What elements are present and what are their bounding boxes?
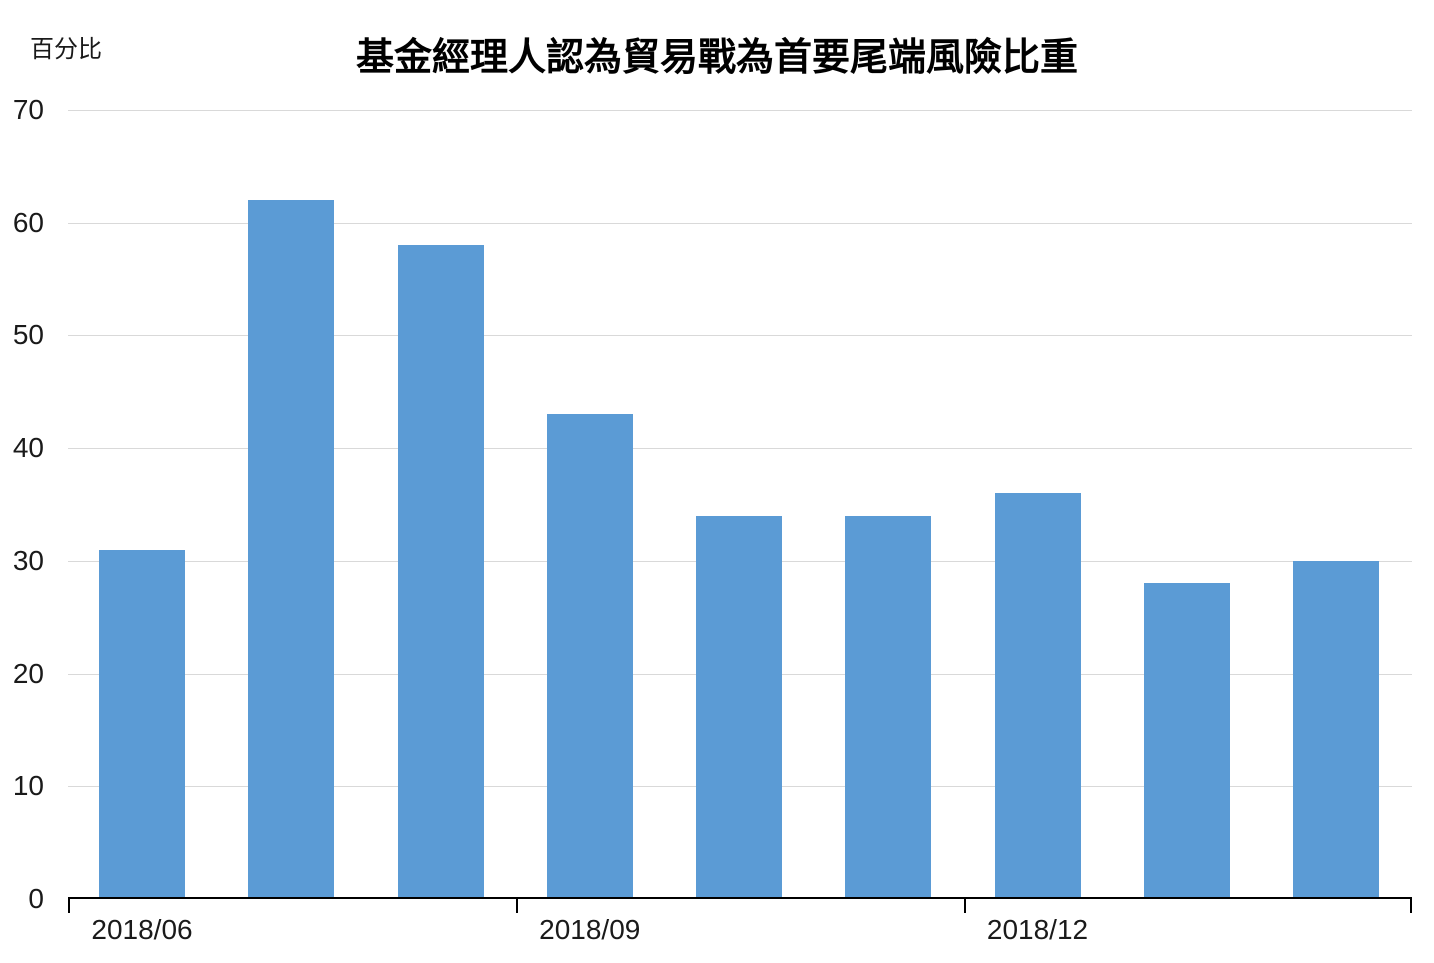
bar: [696, 515, 782, 899]
bar: [99, 549, 185, 899]
chart-title: 基金經理人認為貿易戰為首要尾端風險比重: [355, 37, 1078, 79]
bar: [845, 515, 932, 899]
y-axis-tick-label: 60: [12, 206, 44, 238]
y-axis-tick-label: 30: [12, 544, 44, 576]
y-axis-tick-label: 40: [12, 432, 44, 464]
y-axis-tick-label: 50: [12, 319, 44, 351]
x-axis-tick-label: 2018/06: [91, 914, 193, 945]
x-axis-line: [68, 897, 1412, 899]
y-axis-tick-label: 10: [12, 770, 44, 802]
x-axis-tick-mark: [68, 899, 70, 913]
gridline: [68, 222, 1412, 224]
x-axis-tick-label: 2018/12: [986, 914, 1089, 945]
bar: [1293, 560, 1379, 899]
plot-area: [68, 110, 1412, 913]
x-axis-tick-mark: [1410, 899, 1412, 913]
y-axis-tick-label: 0: [28, 883, 44, 914]
y-axis-tick-label: 70: [12, 94, 44, 125]
y-axis-tick-label: 20: [12, 657, 44, 689]
bar: [994, 493, 1081, 899]
gridline: [68, 110, 1412, 111]
x-axis-tick-mark: [964, 899, 966, 913]
gridline: [68, 448, 1412, 450]
x-axis-tick-label: 2018/09: [539, 914, 641, 945]
bar: [397, 245, 484, 899]
gridline: [68, 335, 1412, 337]
x-axis-tick-mark: [516, 899, 518, 913]
bar: [546, 414, 633, 899]
bar: [1143, 583, 1230, 899]
bar: [248, 200, 335, 899]
y-axis-unit-label: 百分比: [30, 36, 102, 63]
